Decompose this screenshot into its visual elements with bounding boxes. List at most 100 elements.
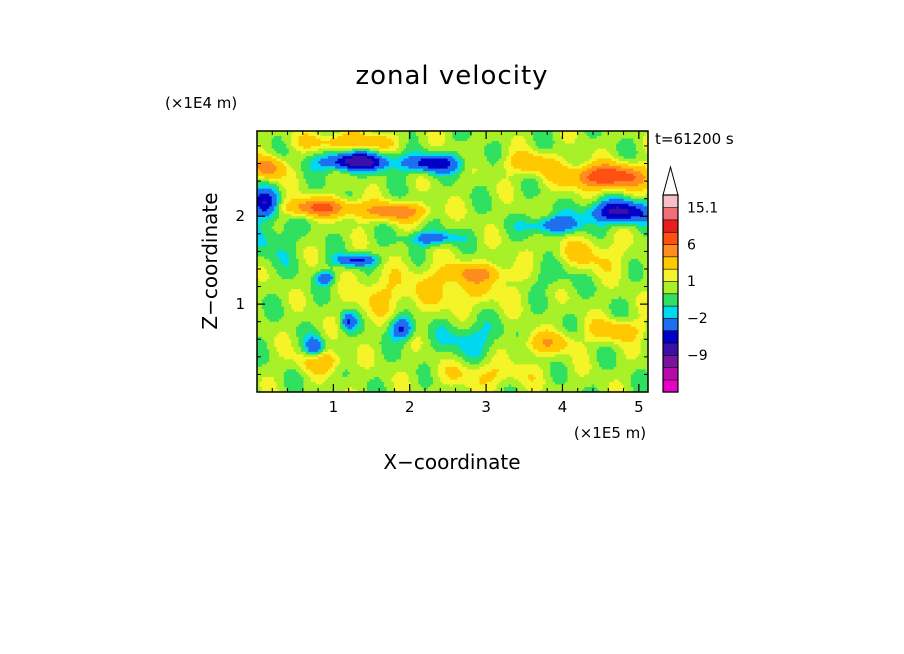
field-cell	[415, 188, 419, 192]
field-cell	[281, 191, 285, 195]
field-cell	[303, 158, 307, 162]
field-cell	[442, 141, 446, 144]
field-cell	[567, 176, 571, 180]
field-cell	[406, 138, 409, 142]
field-cell	[457, 166, 461, 169]
field-cell	[300, 153, 304, 157]
field-cell	[344, 163, 348, 167]
field-cell	[462, 203, 466, 207]
field-cell	[257, 206, 260, 210]
field-cell	[591, 178, 595, 182]
field-cell	[376, 186, 380, 190]
field-cell	[501, 163, 505, 167]
field-cell	[643, 156, 646, 159]
field-cell	[288, 176, 292, 180]
field-cell	[447, 131, 451, 134]
field-cell	[315, 206, 319, 210]
field-cell	[601, 206, 605, 210]
field-cell	[459, 131, 463, 134]
field-cell	[564, 206, 568, 210]
field-cell	[520, 136, 524, 139]
field-cell	[391, 183, 395, 187]
field-cell	[352, 198, 356, 202]
field-cell	[498, 173, 502, 177]
field-cell	[266, 141, 270, 144]
field-cell	[388, 136, 392, 139]
field-cell	[278, 188, 282, 192]
field-cell	[413, 141, 417, 144]
field-cell	[591, 156, 595, 159]
field-cell	[540, 168, 544, 172]
field-cell	[552, 201, 556, 205]
field-cell	[305, 171, 309, 175]
field-cell	[621, 156, 624, 159]
field-cell	[281, 141, 285, 144]
field-cell	[381, 146, 385, 149]
field-cell	[379, 171, 382, 175]
field-cell	[601, 191, 605, 195]
field-cell	[542, 168, 546, 172]
field-cell	[621, 148, 624, 152]
field-cell	[616, 151, 620, 154]
field-cell	[633, 193, 637, 197]
field-cell	[640, 156, 644, 159]
field-cell	[320, 196, 324, 200]
field-cell	[450, 161, 453, 164]
field-cell	[586, 183, 590, 187]
field-cell	[459, 198, 463, 202]
field-cell	[511, 206, 514, 210]
field-cell	[349, 163, 353, 167]
field-cell	[283, 208, 287, 212]
field-cell	[520, 131, 524, 134]
field-cell	[298, 168, 302, 172]
field-cell	[645, 198, 649, 202]
field-cell	[606, 141, 610, 144]
field-cell	[645, 193, 649, 197]
field-cell	[503, 191, 507, 195]
field-cell	[391, 166, 395, 169]
field-cell	[498, 178, 502, 182]
field-cell	[604, 148, 607, 152]
field-cell	[555, 133, 558, 137]
field-cell	[330, 143, 334, 147]
field-cell	[337, 206, 341, 210]
field-cell	[296, 161, 299, 164]
field-cell	[440, 156, 444, 159]
field-cell	[432, 161, 436, 164]
field-cell	[435, 131, 439, 134]
field-cell	[401, 141, 404, 144]
field-cell	[442, 181, 446, 185]
field-cell	[550, 176, 554, 180]
field-cell	[388, 178, 392, 182]
field-cell	[325, 178, 329, 182]
field-cell	[423, 166, 426, 169]
field-cell	[315, 196, 319, 200]
field-cell	[604, 138, 607, 142]
field-cell	[291, 163, 294, 167]
field-cell	[601, 161, 605, 164]
field-cell	[388, 153, 392, 157]
field-cell	[376, 131, 380, 134]
field-cell	[481, 173, 485, 177]
field-cell	[645, 173, 649, 177]
field-cell	[315, 133, 319, 137]
field-cell	[643, 166, 646, 169]
field-cell	[327, 166, 331, 169]
field-cell	[601, 146, 605, 149]
field-cell	[467, 148, 470, 152]
field-cell	[371, 191, 375, 195]
field-cell	[401, 183, 404, 187]
field-cell	[645, 201, 649, 205]
field-cell	[376, 203, 380, 207]
field-cell	[621, 151, 624, 154]
field-cell	[528, 151, 532, 154]
field-cell	[506, 158, 510, 162]
field-cell	[442, 183, 446, 187]
field-cell	[601, 193, 605, 197]
field-cell	[381, 133, 385, 137]
field-cell	[264, 166, 268, 169]
field-cell	[264, 141, 268, 144]
field-cell	[325, 198, 329, 202]
field-cell	[586, 153, 590, 157]
field-cell	[308, 161, 312, 164]
